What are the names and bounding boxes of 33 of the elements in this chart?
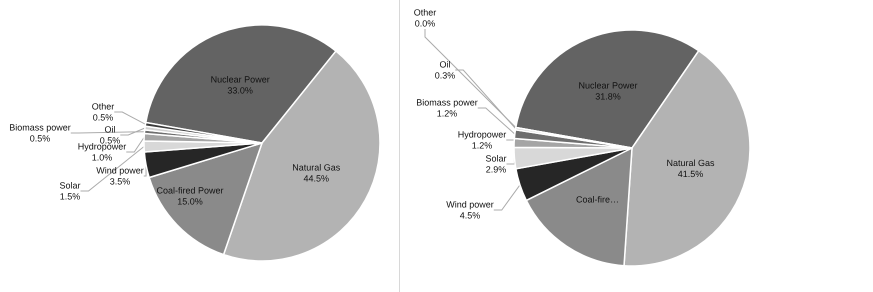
slice-label: Natural Gas [292, 162, 341, 172]
slice-label: Oil [440, 60, 450, 70]
slice-label: Wind power [446, 200, 494, 210]
data-label: 0.5% [92, 112, 114, 122]
data-label: 2.9% [486, 164, 506, 174]
slice-label: Coal-fire… [576, 194, 620, 205]
slice-label: Other [92, 102, 114, 112]
data-label: 0.3% [434, 70, 456, 80]
slice-label: Natural Gas [666, 158, 716, 168]
data-label: 0.5% [30, 134, 50, 144]
data-label: 1.0% [92, 152, 112, 162]
slice-label: Oil [104, 124, 116, 134]
data-label: 31.8% [595, 91, 621, 102]
data-label: 15.0% [177, 196, 203, 206]
slice-label: Coal-fired Power [156, 186, 224, 196]
data-label: 1.2% [472, 140, 492, 150]
slice-label: Solar [59, 180, 81, 190]
slice-label: Biomass power [416, 98, 478, 108]
slice-label: Solar [485, 154, 507, 164]
slice-label: Wind power [96, 166, 144, 176]
text: 0.0% [414, 18, 436, 28]
data-label: 1.2% [436, 108, 458, 118]
data-label: 3.5% [110, 176, 130, 186]
data-label: 4.5% [460, 210, 480, 220]
data-label: 41.5% [678, 168, 704, 179]
data-label: 33.0% [227, 85, 253, 96]
data-label: 44.5% [304, 173, 330, 184]
slice-label: Nuclear Power [578, 80, 638, 90]
slice-label: Hydropower [458, 130, 506, 140]
slice-label: Biomass power [9, 122, 71, 132]
data-label: 1.5% [60, 192, 80, 202]
category-label: Other [414, 8, 436, 18]
slice-label: Nuclear Power [210, 74, 270, 84]
